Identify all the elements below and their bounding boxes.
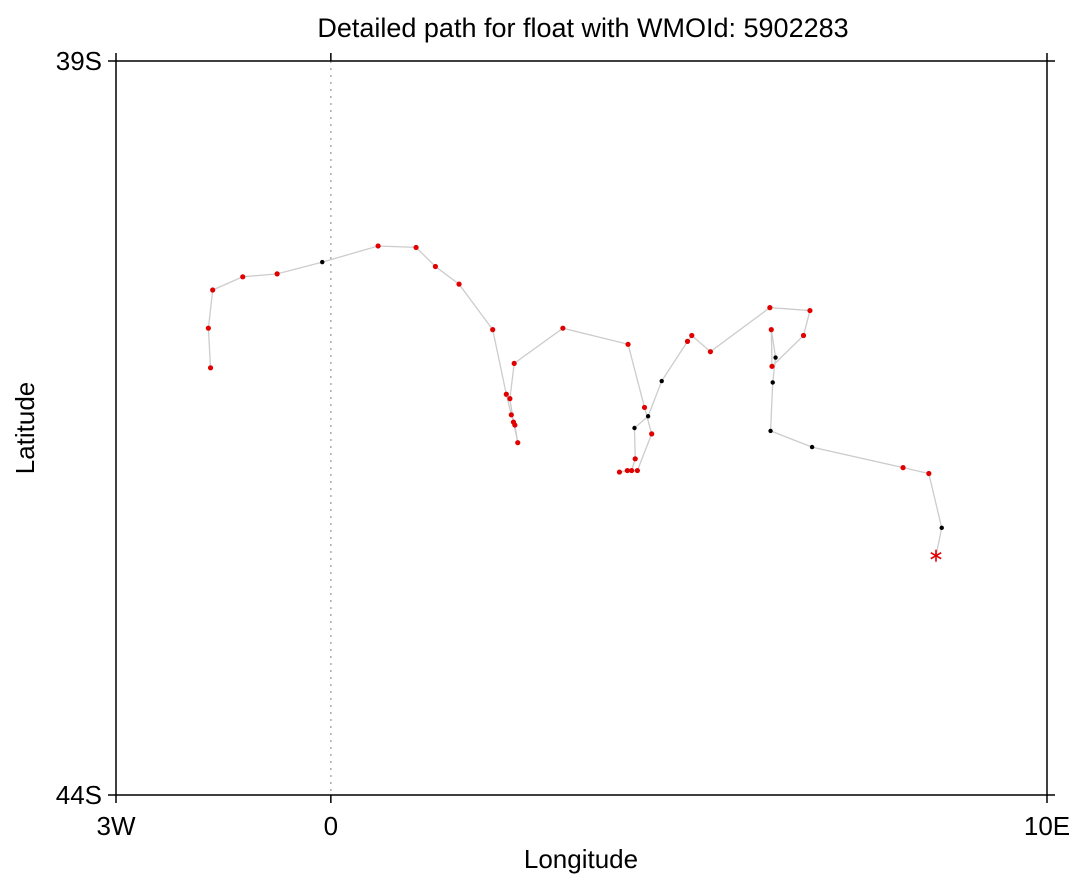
float-position-point bbox=[560, 325, 566, 331]
float-position-point bbox=[507, 396, 513, 402]
y-tick-label: 39S bbox=[56, 46, 102, 76]
float-position-point bbox=[625, 341, 631, 347]
float-position-point bbox=[413, 244, 419, 251]
float-position-point bbox=[769, 363, 775, 369]
float-position-point bbox=[632, 456, 638, 462]
float-position-point bbox=[320, 259, 325, 265]
float-position-point bbox=[800, 332, 807, 339]
trajectory-path bbox=[207, 245, 943, 556]
y-tick-label: 44S bbox=[56, 780, 102, 810]
float-position-point bbox=[205, 325, 211, 331]
trajectory-points bbox=[205, 243, 944, 531]
float-position-point bbox=[634, 467, 640, 474]
float-position-point bbox=[926, 470, 932, 477]
float-position-point bbox=[210, 287, 216, 293]
last-position-marker bbox=[930, 549, 942, 562]
float-position-point bbox=[770, 380, 775, 385]
x-tick-label: 3W bbox=[97, 811, 136, 841]
x-axis-label: Longitude bbox=[524, 844, 638, 874]
path-line-0 bbox=[207, 245, 943, 556]
float-position-point bbox=[207, 365, 214, 371]
float-position-point bbox=[684, 338, 691, 344]
float-position-point bbox=[616, 469, 623, 475]
float-position-point bbox=[649, 431, 655, 437]
float-position-point bbox=[508, 412, 514, 418]
float-position-point bbox=[511, 360, 517, 367]
float-position-point bbox=[689, 332, 695, 339]
float-position-point bbox=[490, 327, 496, 333]
float-position-point bbox=[629, 467, 635, 474]
float-position-point bbox=[510, 419, 517, 425]
float-position-point bbox=[645, 414, 651, 419]
float-position-point bbox=[809, 444, 815, 450]
float-position-point bbox=[900, 465, 906, 471]
end-asterisk-icon bbox=[930, 549, 942, 562]
float-position-point bbox=[768, 327, 774, 333]
float-position-point bbox=[659, 378, 664, 384]
float-position-point bbox=[773, 355, 778, 360]
float-position-point bbox=[939, 525, 944, 531]
chart-title: Detailed path for float with WMOId: 5902… bbox=[317, 13, 848, 43]
float-position-point bbox=[432, 263, 439, 270]
float-position-point bbox=[375, 243, 381, 249]
float-position-point bbox=[624, 467, 630, 474]
float-position-point bbox=[503, 391, 509, 397]
float-position-point bbox=[707, 349, 714, 355]
plot-frame bbox=[115, 60, 1048, 796]
float-position-point bbox=[641, 404, 648, 411]
float-position-point bbox=[456, 281, 462, 287]
x-tick-label: 10E bbox=[1024, 811, 1070, 841]
float-position-point bbox=[274, 271, 280, 277]
float-position-point bbox=[767, 305, 773, 311]
float-position-point bbox=[768, 428, 773, 434]
float-position-point bbox=[515, 440, 521, 446]
float-position-point bbox=[240, 274, 246, 280]
y-axis-label: Latitude bbox=[10, 382, 40, 475]
float-position-point bbox=[632, 425, 637, 431]
float-position-point bbox=[807, 307, 813, 314]
axis-ticks: 3W 0 10E 39S 44S bbox=[56, 46, 1070, 841]
x-tick-label: 0 bbox=[324, 811, 338, 841]
